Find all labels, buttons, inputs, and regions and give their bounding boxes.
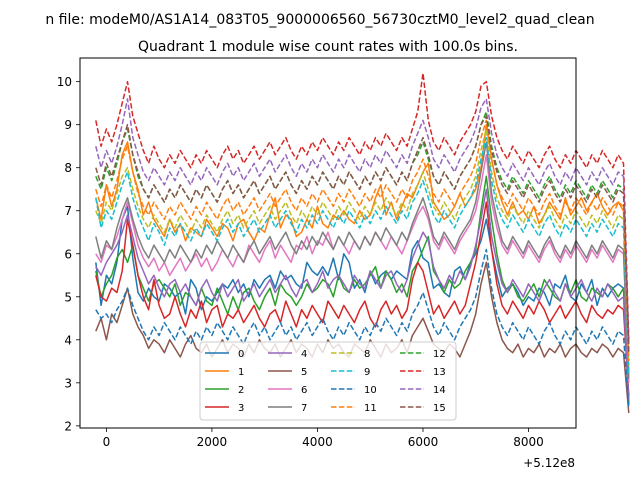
legend-label: 1 [238, 367, 244, 378]
y-axis: 2 3 4 5 6 7 8 9 10 [57, 75, 80, 433]
series-line-15 [95, 115, 630, 353]
x-tick-label: 8000 [513, 435, 544, 449]
legend-label: 9 [364, 367, 370, 378]
y-tick-label: 9 [64, 118, 72, 132]
legend-label: 5 [301, 367, 307, 378]
series-line-10 [95, 248, 630, 409]
axes-frame [79, 57, 577, 429]
legend-label: 4 [301, 349, 307, 360]
series-line-7 [95, 141, 630, 379]
legend-label: 6 [301, 385, 307, 396]
y-tick-label: 5 [64, 290, 72, 304]
series-line-9 [95, 136, 630, 375]
y-tick-label: 4 [64, 333, 72, 347]
series-line-8 [95, 128, 630, 366]
x-tick-label: 2000 [197, 435, 228, 449]
series-layer [95, 72, 630, 413]
y-tick-label: 10 [57, 75, 72, 89]
legend-label: 14 [433, 385, 446, 396]
x-tick-label: 0 [103, 435, 111, 449]
legend-label: 3 [238, 403, 244, 414]
series-line-3 [95, 201, 630, 396]
legend-label: 8 [364, 349, 370, 360]
y-tick-label: 3 [64, 376, 72, 390]
legend-label: 15 [433, 403, 446, 414]
series-line-14 [95, 98, 630, 345]
chart-title: Quadrant 1 module wise count rates with … [138, 39, 518, 55]
figure-suptitle: n file: modeM0/AS1A14_083T05_9000006560_… [45, 12, 594, 28]
series-line-13 [95, 72, 630, 340]
legend-label: 2 [238, 385, 244, 396]
x-offset-label: +5.12e8 [523, 456, 575, 470]
y-tick-label: 2 [64, 419, 72, 433]
series-line-4 [95, 188, 630, 401]
legend-label: 13 [433, 367, 446, 378]
x-axis: 0 2000 4000 6000 8000 [103, 428, 544, 449]
legend-label: 7 [301, 403, 307, 414]
y-tick-label: 8 [64, 161, 72, 175]
x-tick-label: 4000 [302, 435, 333, 449]
y-tick-label: 7 [64, 204, 72, 218]
x-tick-label: 6000 [408, 435, 439, 449]
y-tick-label: 6 [64, 247, 72, 261]
legend-label: 12 [433, 349, 446, 360]
series-line-1 [95, 123, 630, 375]
legend-label: 0 [238, 349, 244, 360]
legend-label: 11 [364, 403, 377, 414]
series-line-11 [95, 119, 630, 362]
legend-label: 10 [364, 385, 377, 396]
legend-box [199, 341, 457, 421]
